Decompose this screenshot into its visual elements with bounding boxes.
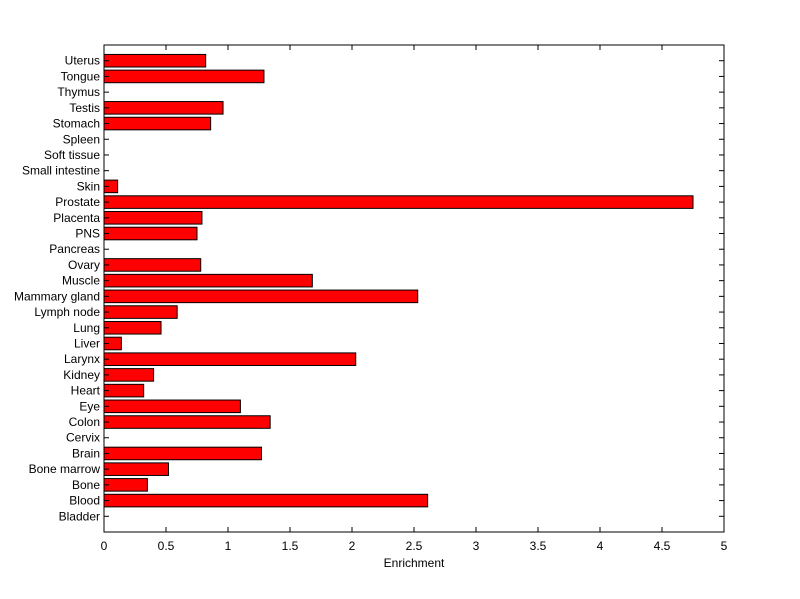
y-tick-label: Pancreas bbox=[49, 242, 100, 256]
y-tick-label: Mammary gland bbox=[14, 289, 100, 303]
bar-pns bbox=[103, 226, 198, 241]
x-tick-label: 2 bbox=[349, 539, 356, 553]
y-tick-label: Bladder bbox=[59, 509, 100, 523]
y-tick-label: Eye bbox=[79, 399, 100, 413]
y-tick-label: Ovary bbox=[68, 258, 100, 272]
x-tick-label: 1 bbox=[225, 539, 232, 553]
bar-uterus bbox=[103, 53, 207, 68]
bar-tongue bbox=[103, 69, 265, 84]
y-tick-label: Blood bbox=[69, 494, 100, 508]
bar-muscle bbox=[103, 273, 313, 288]
bar-lung bbox=[103, 320, 162, 335]
y-tick-label: Brain bbox=[72, 446, 100, 460]
y-tick-label: Bone marrow bbox=[29, 462, 101, 476]
x-tick-label: 2.5 bbox=[406, 539, 423, 553]
y-tick-label: Soft tissue bbox=[44, 148, 100, 162]
bar-mammary-gland bbox=[103, 289, 419, 304]
x-tick-label: 1.5 bbox=[282, 539, 299, 553]
x-axis-ticks: 0 0.5 1 1.5 2 2.5 3 3.5 4 4.5 5 bbox=[101, 45, 728, 553]
bar-brain bbox=[103, 446, 262, 461]
y-tick-label: Kidney bbox=[63, 368, 100, 382]
y-tick-label: Skin bbox=[77, 179, 100, 193]
y-tick-label: Small intestine bbox=[22, 164, 100, 178]
bar-stomach bbox=[103, 116, 212, 131]
y-tick-label: Placenta bbox=[53, 211, 100, 225]
bar-placenta bbox=[103, 211, 203, 225]
y-tick-label: PNS bbox=[75, 227, 100, 241]
y-tick-label: Colon bbox=[69, 415, 100, 429]
bar-colon bbox=[103, 415, 271, 429]
y-tick-label: Prostate bbox=[55, 195, 100, 209]
x-tick-label: 4 bbox=[597, 539, 604, 553]
y-tick-label: Tongue bbox=[61, 69, 101, 83]
x-tick-label: 4.5 bbox=[654, 539, 671, 553]
y-tick-label: Spleen bbox=[63, 132, 100, 146]
x-tick-label: 3 bbox=[473, 539, 480, 553]
y-tick-label: Bone bbox=[72, 478, 100, 492]
y-tick-label: Liver bbox=[74, 336, 100, 350]
bar-prostate bbox=[103, 195, 694, 209]
y-tick-label: Uterus bbox=[65, 54, 100, 68]
bar-kidney bbox=[103, 368, 155, 382]
bar-bone-marrow bbox=[103, 462, 169, 476]
bar-larynx bbox=[103, 352, 357, 366]
bar-ovary bbox=[103, 258, 202, 272]
x-tick-label: 3.5 bbox=[530, 539, 547, 553]
bar-bone bbox=[103, 478, 148, 492]
x-tick-label: 5 bbox=[721, 539, 728, 553]
bar-blood bbox=[103, 493, 429, 508]
bar-testis bbox=[103, 101, 224, 115]
bar-eye bbox=[103, 399, 241, 414]
y-tick-label: Thymus bbox=[57, 85, 100, 99]
y-tick-label: Muscle bbox=[62, 274, 100, 288]
x-tick-label: 0.5 bbox=[158, 539, 175, 553]
y-tick-label: Testis bbox=[69, 101, 100, 115]
y-tick-label: Heart bbox=[71, 384, 101, 398]
x-tick-label: 0 bbox=[101, 539, 108, 553]
x-axis-label: Enrichment bbox=[384, 556, 445, 570]
plot-frame bbox=[103, 44, 725, 533]
bar-heart bbox=[103, 383, 145, 398]
y-tick-label: Cervix bbox=[66, 431, 100, 445]
bar-lymph-node bbox=[103, 305, 178, 319]
y-tick-label: Lymph node bbox=[34, 305, 100, 319]
y-tick-label: Stomach bbox=[53, 117, 100, 131]
y-tick-label: Larynx bbox=[64, 352, 100, 366]
y-tick-label: Lung bbox=[73, 321, 100, 335]
